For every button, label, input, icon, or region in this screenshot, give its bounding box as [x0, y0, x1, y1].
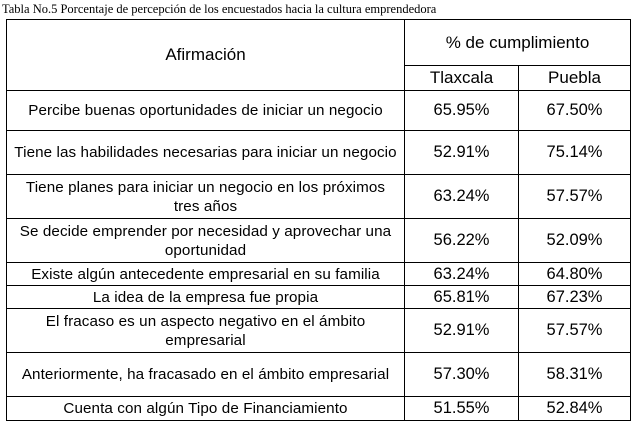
header-row: Afirmación % de cumplimiento	[6, 19, 631, 91]
row-statement: La idea de la empresa fue propia	[6, 285, 405, 309]
row-tlaxcala-value: 65.95%	[404, 90, 519, 131]
table-row: Se decide emprender por necesidad y apro…	[6, 218, 631, 263]
row-statement: Tiene las habilidades necesarias para in…	[6, 130, 405, 175]
row-statement: Existe algún antecedente empresarial en …	[6, 262, 405, 286]
table-row: La idea de la empresa fue propia 65.81% …	[6, 285, 631, 309]
row-statement: Percibe buenas oportunidades de iniciar …	[6, 90, 405, 131]
row-statement: Se decide emprender por necesidad y apro…	[6, 218, 405, 263]
row-puebla-value: 58.31%	[518, 352, 631, 397]
row-statement: El fracaso es un aspecto negativo en el …	[6, 308, 405, 353]
row-tlaxcala-value: 65.81%	[404, 285, 519, 309]
row-statement: Tiene planes para iniciar un negocio en …	[6, 174, 405, 219]
table-row: Cuenta con algún Tipo de Financiamiento …	[6, 396, 631, 421]
table-caption: Tabla No.5 Porcentaje de percepción de l…	[2, 2, 437, 16]
row-tlaxcala-value: 52.91%	[404, 130, 519, 175]
row-puebla-value: 52.84%	[518, 396, 631, 421]
row-tlaxcala-value: 57.30%	[404, 352, 519, 397]
row-statement: Cuenta con algún Tipo de Financiamiento	[6, 396, 405, 421]
row-statement: Anteriormente, ha fracasado en el ámbito…	[6, 352, 405, 397]
row-tlaxcala-value: 52.91%	[404, 308, 519, 353]
header-statement: Afirmación	[6, 19, 405, 91]
subheader-row: Tlaxcala Puebla	[7, 65, 631, 91]
perception-table: Afirmación % de cumplimiento Tlaxcala Pu…	[6, 19, 631, 421]
header-puebla: Puebla	[518, 65, 631, 91]
header-tlaxcala: Tlaxcala	[404, 65, 519, 91]
table-row: Tiene las habilidades necesarias para in…	[6, 130, 631, 175]
table-row: Existe algún antecedente empresarial en …	[6, 262, 631, 286]
row-puebla-value: 64.80%	[518, 262, 631, 286]
row-tlaxcala-value: 56.22%	[404, 218, 519, 263]
row-puebla-value: 52.09%	[518, 218, 631, 263]
row-puebla-value: 57.57%	[518, 174, 631, 219]
table-row: Anteriormente, ha fracasado en el ámbito…	[6, 352, 631, 397]
header-compliance: % de cumplimiento	[404, 19, 631, 66]
row-tlaxcala-value: 51.55%	[404, 396, 519, 421]
row-puebla-value: 67.50%	[518, 90, 631, 131]
row-tlaxcala-value: 63.24%	[404, 262, 519, 286]
row-tlaxcala-value: 63.24%	[404, 174, 519, 219]
row-puebla-value: 75.14%	[518, 130, 631, 175]
table-row: El fracaso es un aspecto negativo en el …	[6, 308, 631, 353]
table-row: Tiene planes para iniciar un negocio en …	[6, 174, 631, 219]
row-puebla-value: 57.57%	[518, 308, 631, 353]
row-puebla-value: 67.23%	[518, 285, 631, 309]
table-row: Percibe buenas oportunidades de iniciar …	[6, 90, 631, 131]
